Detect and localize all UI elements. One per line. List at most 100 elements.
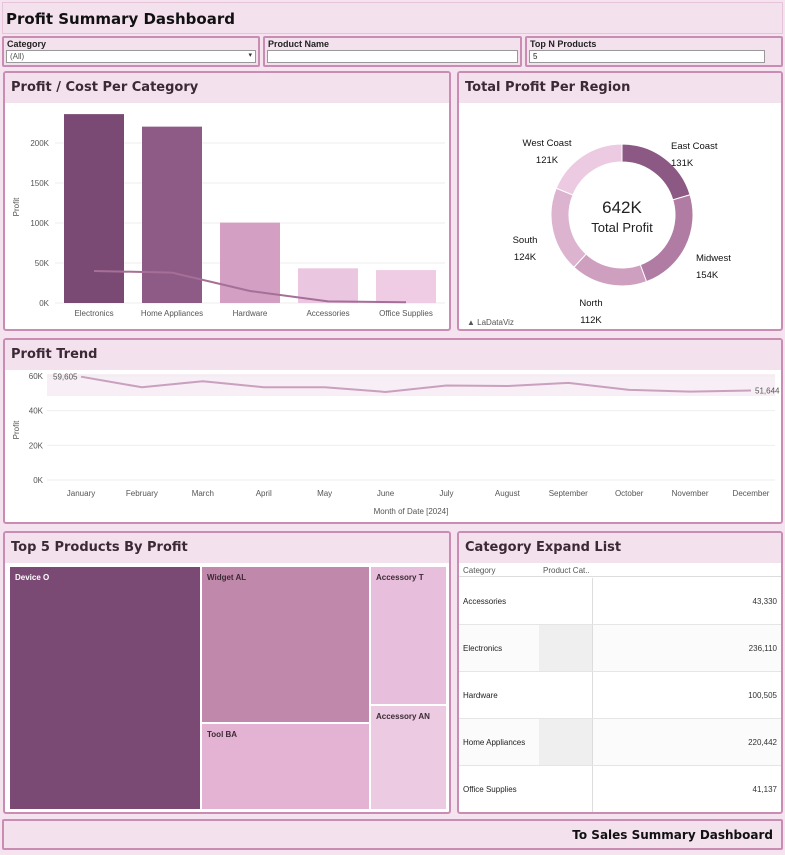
table-row[interactable]: Office Supplies 41,137 (459, 766, 781, 812)
category-filter-label: Category (7, 39, 47, 49)
donut-slice-midwest[interactable] (639, 194, 694, 283)
x-tick-label: November (672, 489, 709, 498)
category-filter[interactable]: Category (All) ▾ (2, 36, 260, 67)
treemap-label: Tool BA (207, 730, 238, 739)
watermark-logo: ▲ LaDataViz (467, 318, 514, 327)
slice-label: Midwest (696, 253, 731, 264)
x-tick-label: January (67, 489, 95, 498)
x-tick-label: Home Appliances (141, 309, 203, 318)
table-row[interactable]: Hardware 100,505 (459, 672, 781, 719)
product-name-filter-label: Product Name (268, 39, 330, 49)
row-divider (592, 719, 593, 765)
slice-value-label: 124K (514, 252, 537, 263)
column-header-product-cat[interactable]: Product Cat.. (543, 566, 590, 575)
donut-slice-north[interactable] (573, 253, 648, 287)
slice-label: East Coast (671, 141, 718, 152)
row-category: Electronics (463, 644, 503, 653)
slice-value-label: 154K (696, 270, 719, 281)
x-tick-label: Office Supplies (379, 309, 433, 318)
treemap-label: Widget AL (207, 573, 247, 582)
product-name-filter[interactable]: Product Name (263, 36, 522, 67)
y-tick-label: 150K (30, 179, 49, 188)
first-point-label: 59,605 (53, 373, 78, 382)
y-axis-label: Profit (12, 420, 21, 439)
table-row[interactable]: Accessories 43,330 (459, 578, 781, 625)
slice-label: West Coast (523, 138, 572, 149)
profit-cost-title: Profit / Cost Per Category (5, 73, 449, 103)
row-value: 100,505 (748, 691, 777, 700)
donut-slice-east-coast[interactable] (621, 143, 691, 201)
row-value: 220,442 (748, 738, 777, 747)
trend-chart: 0K 20K 40K 60K Profit January February March Apr… (12, 372, 780, 516)
slice-value-label: 112K (580, 315, 602, 326)
product-name-input[interactable] (267, 50, 518, 63)
top-n-filter-label: Top N Products (530, 39, 597, 49)
category-select-value: (All) (10, 52, 25, 61)
bar-electronics[interactable] (64, 114, 124, 303)
donut-center-label: Total Profit (591, 220, 653, 235)
row-category: Hardware (463, 691, 498, 700)
bar-hardware[interactable] (220, 222, 280, 303)
x-axis-label: Month of Date [2024] (374, 507, 449, 516)
y-tick-label: 200K (30, 139, 49, 148)
row-shade (539, 625, 592, 671)
row-shade (539, 719, 592, 765)
donut-center-value: 642K (602, 198, 642, 217)
x-tick-label: August (495, 489, 521, 498)
top-n-input[interactable]: 5 (529, 50, 765, 63)
chevron-down-icon[interactable]: ▾ (248, 52, 252, 59)
y-tick-label: 0K (33, 476, 43, 485)
slice-value-label: 131K (671, 158, 694, 169)
row-category: Home Appliances (463, 738, 526, 747)
x-tick-label: September (549, 489, 588, 498)
column-header-category[interactable]: Category (463, 566, 496, 575)
treemap-cell-tool-ba[interactable]: Tool BA (201, 723, 370, 810)
donut-slice-west-coast[interactable] (555, 143, 623, 196)
category-select[interactable]: (All) ▾ (6, 50, 256, 63)
footer-bar: To Sales Summary Dashboard (2, 819, 783, 850)
table-row[interactable]: Electronics 236,110 (459, 625, 781, 672)
x-tick-label: Accessories (306, 309, 349, 318)
x-tick-label: July (439, 489, 453, 498)
bar-accessories[interactable] (298, 268, 358, 303)
x-tick-label: March (192, 489, 214, 498)
treemap-cell-accessory-t[interactable]: Accessory T (370, 566, 447, 705)
treemap-cell-widget-al[interactable]: Widget AL (201, 566, 370, 723)
top5-panel: Top 5 Products By Profit Device O Widget… (3, 531, 451, 814)
top-n-filter[interactable]: Top N Products 5 (525, 36, 783, 67)
x-tick-label: December (733, 489, 770, 498)
treemap-cell-device-o[interactable]: Device O (9, 566, 201, 810)
x-tick-label: February (126, 489, 158, 498)
row-value: 43,330 (752, 597, 777, 606)
y-tick-label: 40K (29, 407, 44, 416)
expand-table-header: Category Product Cat.. (459, 563, 781, 577)
y-tick-label: 100K (30, 219, 49, 228)
expand-panel: Category Expand List Category Product Ca… (457, 531, 783, 814)
row-divider (592, 625, 593, 671)
donut-slice-south[interactable] (550, 187, 587, 268)
row-value: 236,110 (748, 644, 777, 653)
profit-cost-panel: Profit / Cost Per Category 0K 50K 100K 150K… (3, 71, 451, 331)
expand-table: Category Product Cat.. Accessories 43,33… (459, 563, 781, 812)
treemap-label: Accessory AN (376, 712, 430, 721)
row-divider (592, 766, 593, 812)
trend-title: Profit Trend (5, 340, 781, 370)
treemap-label: Accessory T (376, 573, 424, 582)
x-tick-label: Electronics (74, 309, 113, 318)
treemap-cell-accessory-an[interactable]: Accessory AN (370, 705, 447, 810)
profit-cost-chart: 0K 50K 100K 150K 200K Profit Electronics Home A… (12, 114, 445, 318)
slice-value-label: 121K (536, 155, 559, 166)
y-axis-label: Profit (12, 197, 21, 216)
y-tick-label: 20K (29, 441, 44, 450)
slice-label: South (513, 235, 538, 246)
row-category: Office Supplies (463, 785, 517, 794)
treemap-label: Device O (15, 573, 50, 582)
sales-summary-link[interactable]: To Sales Summary Dashboard (572, 828, 773, 842)
last-point-label: 51,644 (755, 386, 780, 395)
cost-line (93, 270, 407, 304)
profit-trend-line[interactable] (80, 375, 752, 393)
row-value: 41,137 (752, 785, 777, 794)
y-tick-label: 0K (39, 299, 49, 308)
bar-office-supplies[interactable] (376, 270, 436, 303)
table-row[interactable]: Home Appliances 220,442 (459, 719, 781, 766)
